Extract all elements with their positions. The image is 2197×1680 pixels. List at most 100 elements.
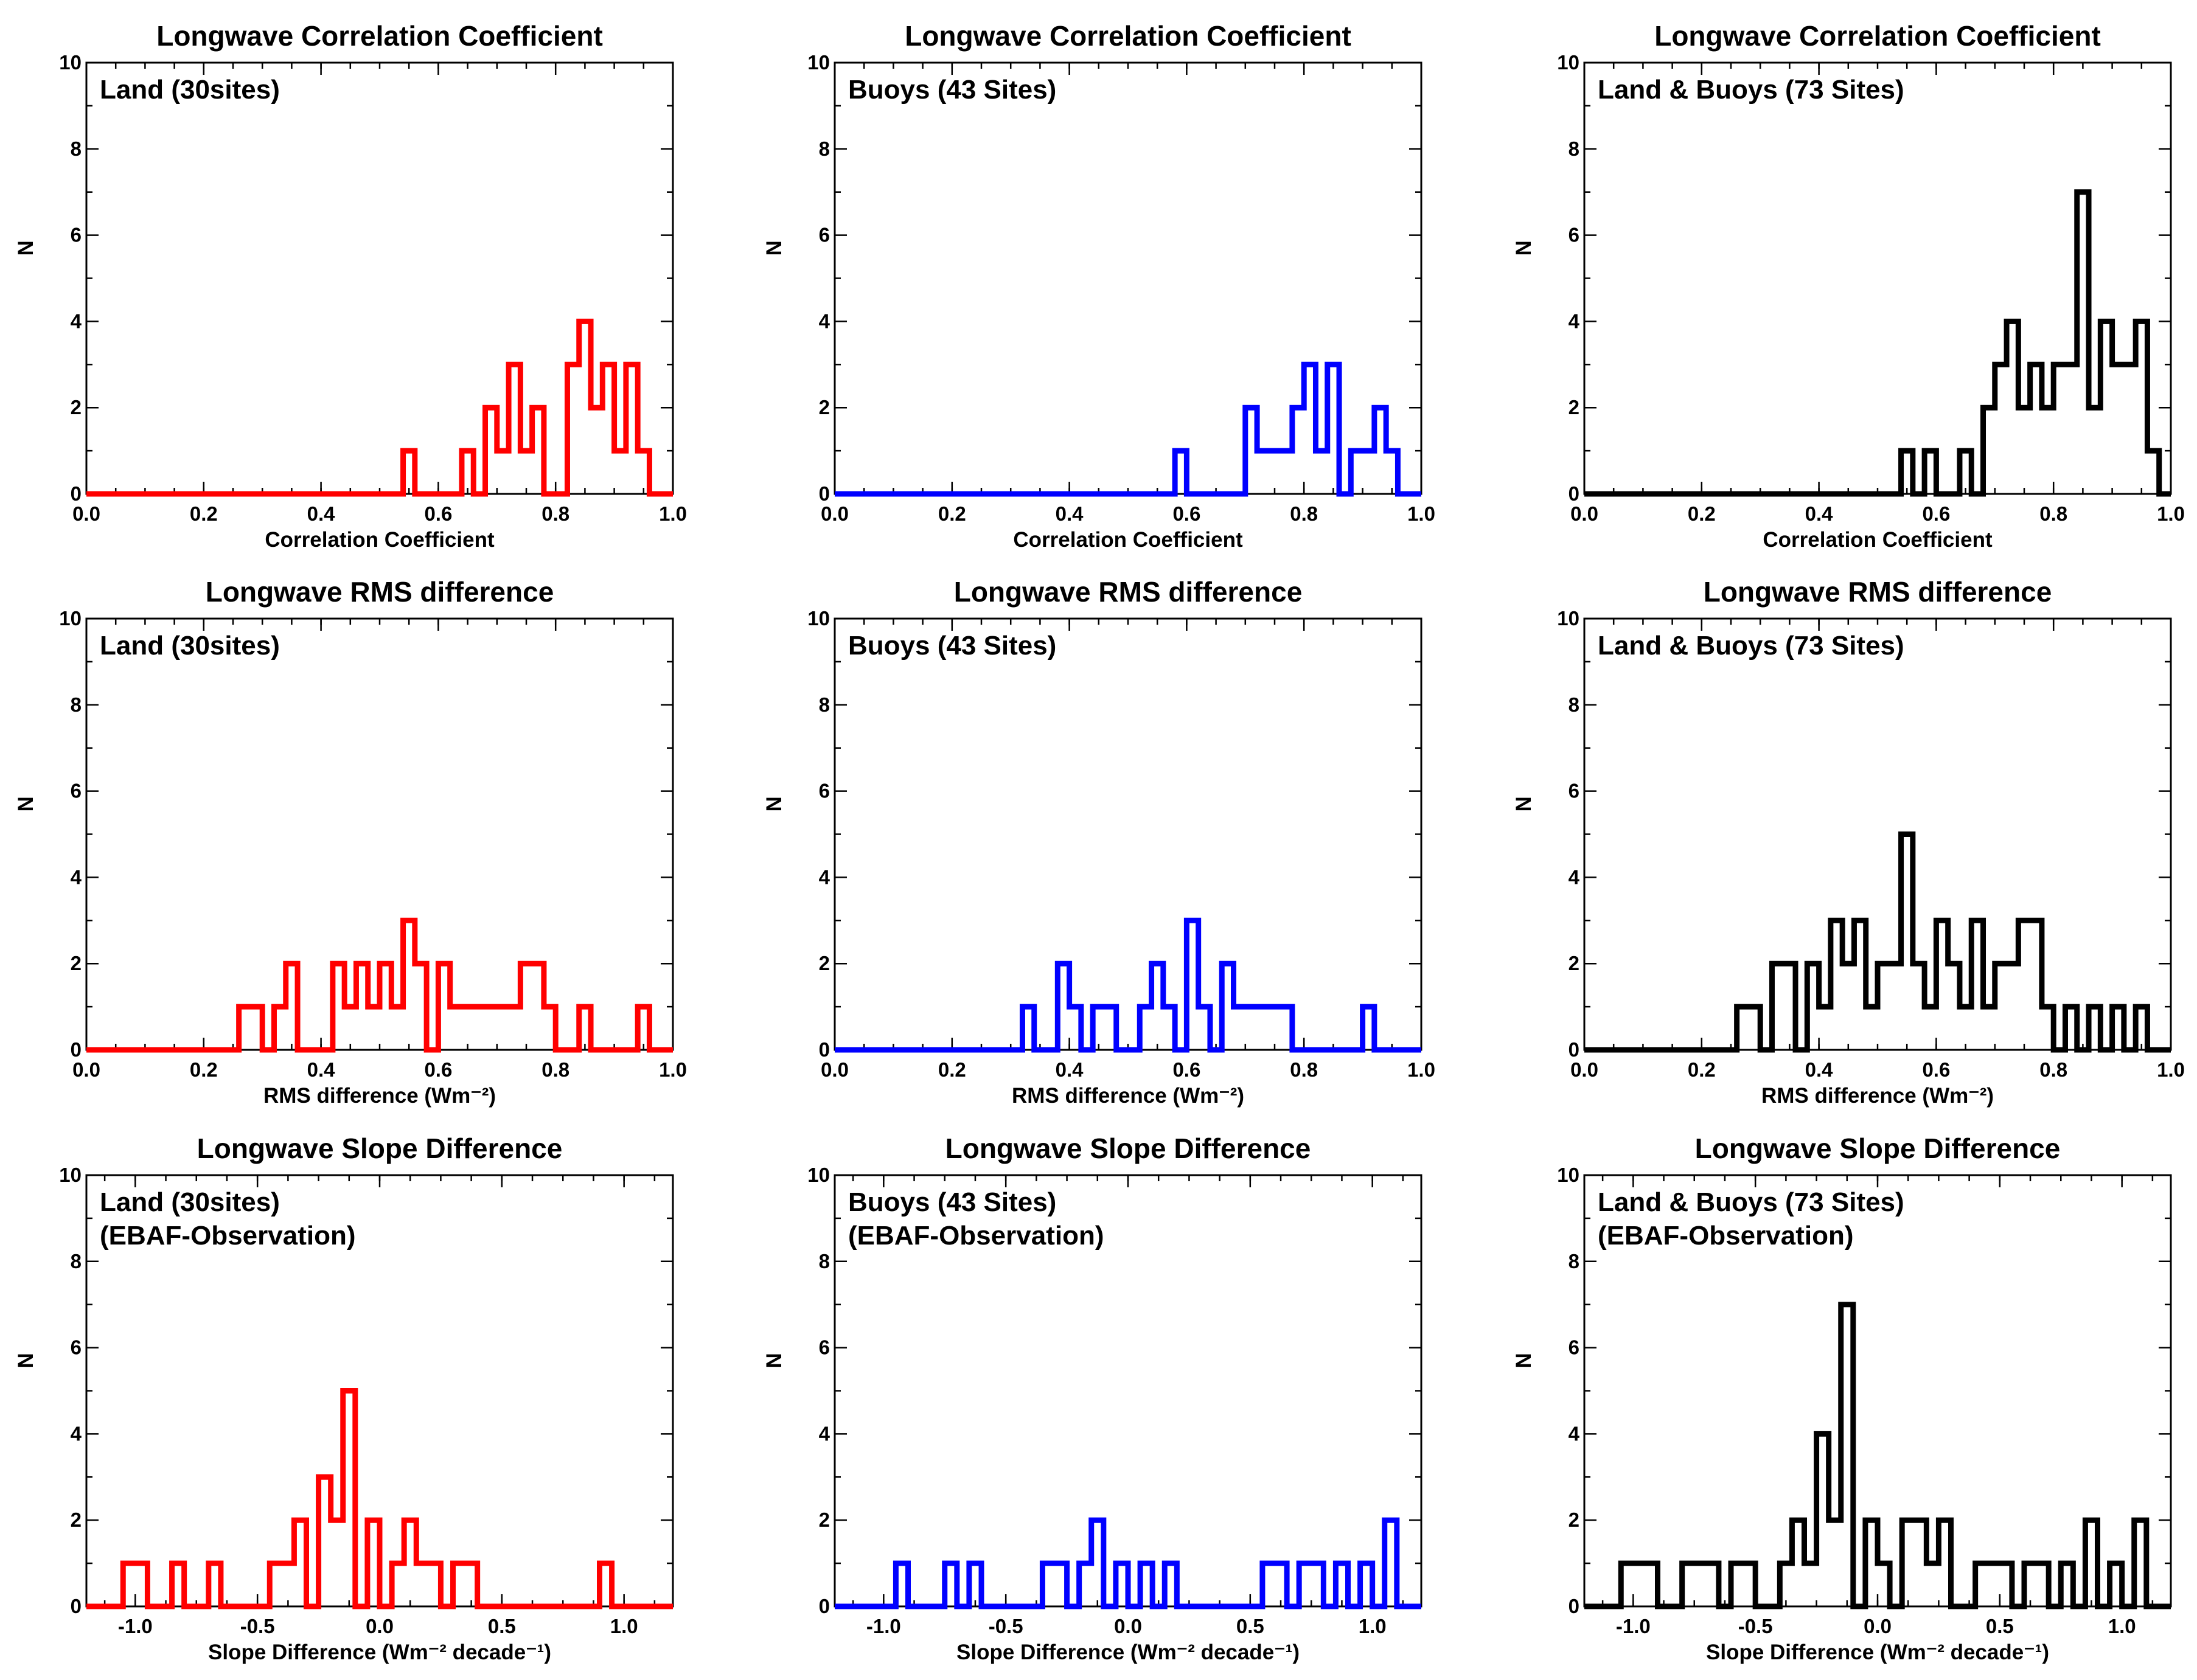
x-axis-label: RMS difference (Wm⁻²) [263, 1084, 496, 1108]
x-tick-label: -0.5 [240, 1615, 275, 1637]
y-axis-label: N [1512, 240, 1536, 255]
y-tick-label: 4 [1569, 310, 1580, 332]
x-tick-label: 1.0 [610, 1615, 638, 1637]
y-tick-label: 10 [807, 1164, 830, 1186]
y-tick-label: 6 [71, 224, 82, 246]
x-axis-label: RMS difference (Wm⁻²) [1012, 1084, 1244, 1108]
x-tick-label: 0.6 [1172, 502, 1200, 525]
histogram-series-line [835, 1517, 1421, 1609]
y-tick-label: 10 [807, 607, 830, 630]
y-axis-label: N [14, 240, 38, 255]
y-tick-label: 6 [819, 224, 830, 246]
y-tick-label: 8 [819, 1250, 830, 1272]
y-tick-label: 10 [807, 51, 830, 74]
y-axis-label: N [1512, 796, 1536, 811]
y-tick-label: 2 [71, 396, 82, 418]
x-axis-label: Slope Difference (Wm⁻² decade⁻¹) [956, 1640, 1300, 1664]
histogram-series-line [1584, 831, 2171, 1053]
y-tick-label: 2 [819, 1508, 830, 1531]
y-axis-label: N [14, 1353, 38, 1368]
histogram-series-line [1584, 189, 2171, 497]
x-axis-label: Correlation Coefficient [1013, 528, 1243, 552]
x-tick-label: 0.8 [1290, 502, 1318, 525]
y-axis-label: N [762, 1353, 786, 1368]
x-tick-label: 0.8 [1290, 1058, 1318, 1081]
x-tick-label: 1.0 [1407, 502, 1435, 525]
y-tick-label: 4 [1569, 1422, 1580, 1445]
y-tick-label: 4 [71, 310, 82, 332]
y-tick-label: 0 [1569, 482, 1579, 505]
y-tick-label: 10 [59, 607, 82, 630]
difference-label: (EBAF-Observation) [1598, 1221, 1853, 1251]
chart-title: Longwave Slope Difference [197, 1133, 563, 1164]
x-tick-label: 0.6 [1172, 1058, 1200, 1081]
histogram-series-line [835, 917, 1421, 1053]
x-tick-label: 0.8 [2039, 1058, 2067, 1081]
y-axis-label: N [14, 796, 38, 811]
chart-title: Longwave RMS difference [206, 576, 554, 608]
y-tick-label: 6 [819, 780, 830, 802]
y-tick-label: 2 [71, 952, 82, 974]
histogram-series-line [86, 917, 673, 1053]
y-tick-label: 2 [1569, 1508, 1579, 1531]
site-group-label: Land (30sites) [100, 75, 280, 105]
y-tick-label: 4 [819, 1422, 830, 1445]
x-tick-label: 0.0 [1570, 502, 1598, 525]
x-tick-label: 0.4 [307, 502, 336, 525]
y-tick-label: 10 [1557, 607, 1579, 630]
x-tick-label: 0.6 [424, 1058, 452, 1081]
y-tick-label: 8 [819, 693, 830, 716]
site-group-label: Land (30sites) [100, 1187, 280, 1217]
x-tick-label: 0.6 [1922, 502, 1950, 525]
histogram-series-line [1584, 1302, 2171, 1609]
x-tick-label: 0.0 [72, 1058, 100, 1081]
y-tick-label: 6 [71, 780, 82, 802]
plot-frame [1583, 61, 2172, 495]
x-tick-label: 0.2 [190, 1058, 218, 1081]
y-tick-label: 2 [1569, 396, 1579, 418]
y-tick-label: 0 [819, 1595, 830, 1617]
y-tick-label: 8 [71, 693, 82, 716]
x-tick-label: -0.5 [989, 1615, 1023, 1637]
y-axis-label: N [1512, 1353, 1536, 1368]
histogram-series-line [835, 361, 1421, 497]
histogram-panel-4: Longwave RMS difference 0 2 4 6 8 10 0.0 0.2 0.4 0… [14, 576, 687, 1108]
site-group-label: Land & Buoys (73 Sites) [1598, 631, 1904, 661]
x-tick-label: 0.5 [1986, 1615, 2014, 1637]
site-group-label: Land & Buoys (73 Sites) [1598, 1187, 1904, 1217]
x-tick-label: 0.0 [1864, 1615, 1892, 1637]
y-tick-label: 6 [1569, 780, 1579, 802]
x-axis-label: Slope Difference (Wm⁻² decade⁻¹) [208, 1640, 551, 1664]
chart-title: Longwave Correlation Coefficient [156, 20, 603, 52]
y-tick-label: 4 [71, 866, 82, 888]
x-tick-label: 1.0 [2157, 502, 2185, 525]
y-tick-label: 0 [71, 482, 82, 505]
x-axis-label: Correlation Coefficient [265, 528, 495, 552]
x-tick-label: 0.4 [307, 1058, 336, 1081]
y-tick-label: 6 [819, 1336, 830, 1359]
x-tick-label: 0.0 [821, 502, 849, 525]
y-tick-label: 0 [819, 482, 830, 505]
x-tick-label: 0.8 [541, 1058, 569, 1081]
x-tick-label: 1.0 [2108, 1615, 2136, 1637]
histogram-panel-8: Longwave Slope Difference 0 2 4 6 8 10 -1.0 -0.5… [762, 1133, 1422, 1664]
x-tick-label: 0.0 [1114, 1615, 1142, 1637]
chart-title: Longwave Slope Difference [945, 1133, 1311, 1164]
y-tick-label: 6 [1569, 1336, 1579, 1359]
plot-frame [834, 61, 1422, 495]
y-tick-label: 10 [59, 1164, 82, 1186]
x-axis-label: Slope Difference (Wm⁻² decade⁻¹) [1706, 1640, 2049, 1664]
y-tick-label: 10 [1557, 51, 1579, 74]
x-tick-label: 0.6 [424, 502, 452, 525]
y-tick-label: 2 [819, 396, 830, 418]
histogram-panel-6: Longwave RMS difference 0 2 4 6 8 10 0.0 0.2 0.4 0… [1512, 576, 2185, 1108]
x-tick-label: 1.0 [1407, 1058, 1435, 1081]
site-group-label: Land (30sites) [100, 631, 280, 661]
histogram-panel-7: Longwave Slope Difference 0 2 4 6 8 10 -1.0 -0.5… [14, 1133, 674, 1664]
x-tick-label: 0.5 [1236, 1615, 1264, 1637]
x-axis-label: RMS difference (Wm⁻²) [1761, 1084, 1994, 1108]
y-tick-label: 8 [1569, 1250, 1579, 1272]
x-tick-label: 0.2 [938, 1058, 966, 1081]
y-tick-label: 0 [71, 1038, 82, 1061]
difference-label: (EBAF-Observation) [848, 1221, 1104, 1251]
